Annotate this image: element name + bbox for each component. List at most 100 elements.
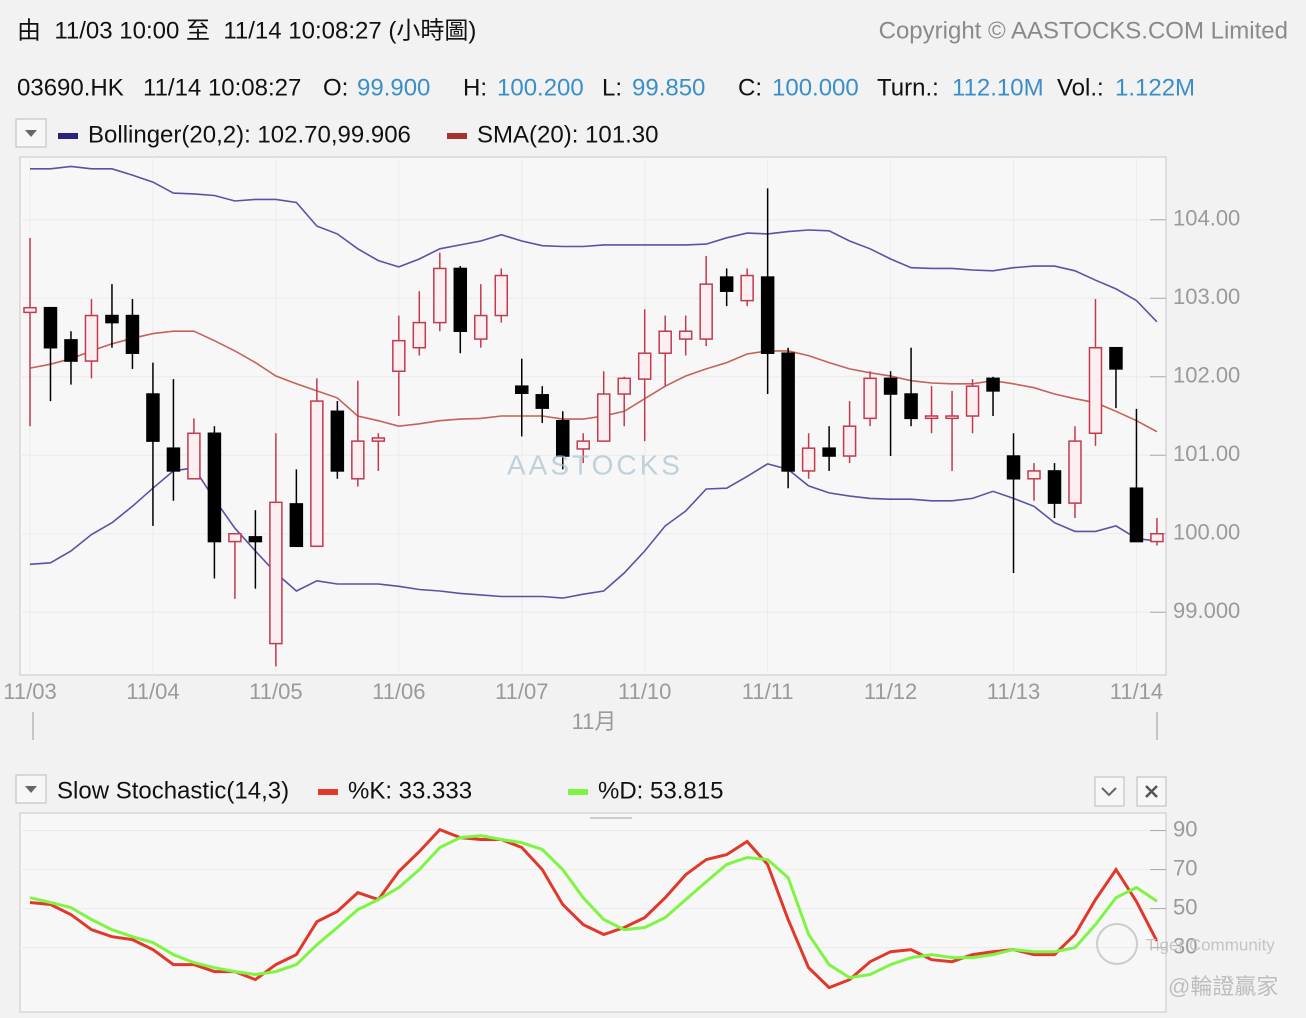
x-tick-label: 11/03 xyxy=(3,679,56,704)
x-tick-label: 11/10 xyxy=(618,679,671,704)
candle-body xyxy=(863,377,877,420)
chevron-icon xyxy=(1101,787,1117,797)
copyright: Copyright © AASTOCKS.COM Limited xyxy=(879,17,1288,44)
candle-body xyxy=(371,437,386,442)
legend-label: %K: 33.333 xyxy=(348,777,472,804)
quote-value: 99.900 xyxy=(357,74,430,101)
candle-body xyxy=(1129,487,1144,543)
x-tick-label: 11/12 xyxy=(864,679,917,704)
x-tick-label: 11/11 xyxy=(742,679,794,704)
legend-swatch xyxy=(447,133,467,139)
y-tick-label: 100.00 xyxy=(1173,520,1240,545)
x-tick-label: 11/06 xyxy=(372,679,425,704)
candle-body xyxy=(576,440,590,450)
legend-swatch xyxy=(318,789,338,795)
close-icon xyxy=(1145,785,1158,798)
candle-body xyxy=(392,339,406,373)
candle-body xyxy=(1109,346,1123,370)
y-tick-label: 90 xyxy=(1173,816,1197,841)
legend-swatch xyxy=(58,133,78,139)
menu-arrow xyxy=(25,130,37,137)
candle-body xyxy=(1047,470,1062,504)
candle-body xyxy=(433,267,447,324)
quote-label: Vol.: xyxy=(1057,74,1104,101)
candle-body xyxy=(64,339,78,362)
watermark: @輪證贏家 xyxy=(1168,974,1278,999)
candle-body xyxy=(986,377,1000,392)
plots: O: 99.900 H: 100.200 L: 99.850 C: 100.000 Turn.:… xyxy=(3,74,1240,990)
candle-body xyxy=(883,377,898,395)
quote-value: 112.10M xyxy=(952,74,1044,101)
quote-value: 100.200 xyxy=(497,74,584,101)
y-tick-label: 50 xyxy=(1173,894,1197,919)
candle-body xyxy=(269,501,283,645)
candle-body xyxy=(23,306,37,314)
candle-body xyxy=(965,385,980,417)
x-tick-label: 11/04 xyxy=(126,679,179,704)
month-label: 11月 xyxy=(572,709,617,734)
candle-body xyxy=(207,432,222,543)
legend-label: Bollinger(20,2): 102.70,99.906 xyxy=(88,121,411,148)
candle-body xyxy=(412,321,427,349)
candle-body xyxy=(330,410,345,472)
candle-body xyxy=(740,274,754,302)
candle-body xyxy=(1006,455,1021,480)
candle-body xyxy=(515,385,529,394)
quote-value: 1.122M xyxy=(1115,74,1195,101)
candle-body xyxy=(924,415,939,420)
quote-label: L: xyxy=(602,74,622,101)
candle-body xyxy=(187,432,201,480)
candle-body xyxy=(43,306,58,349)
x-tick-label: 11/05 xyxy=(249,679,302,704)
candle-body xyxy=(228,532,242,543)
candle-body xyxy=(801,447,816,472)
collapse-button[interactable] xyxy=(1094,776,1125,807)
candle-body xyxy=(719,276,734,292)
stoch-plot-area xyxy=(19,812,1167,1013)
candle-body xyxy=(781,352,795,472)
quote-label: O: xyxy=(323,74,348,101)
price-plot-area xyxy=(19,156,1167,676)
candle-body xyxy=(494,274,509,317)
candle-body xyxy=(248,536,263,543)
watermark: AASTOCKS xyxy=(507,449,683,480)
y-tick-label: 101.00 xyxy=(1173,441,1240,466)
candle-body xyxy=(125,314,140,354)
legend-label: SMA(20): 101.30 xyxy=(477,121,658,148)
y-tick-label: 103.00 xyxy=(1173,284,1240,309)
candle-body xyxy=(904,393,918,420)
candle-body xyxy=(289,503,304,548)
candle-body xyxy=(596,393,611,442)
indicator-line xyxy=(29,834,1158,980)
candle-body xyxy=(105,314,119,324)
indicator-line xyxy=(29,827,1159,990)
quote-label: H: xyxy=(463,74,487,101)
candle-body xyxy=(351,440,365,480)
candle-body xyxy=(637,352,652,380)
sma-line xyxy=(29,330,1158,433)
candle-body xyxy=(617,377,631,395)
y-tick-label: 102.00 xyxy=(1173,363,1240,388)
candle-body xyxy=(945,415,959,420)
candle-body xyxy=(84,314,99,362)
legend-swatch xyxy=(568,789,588,795)
candle-body xyxy=(1088,346,1103,435)
quote-time: 11/14 10:08:27 xyxy=(143,74,301,101)
candle-body xyxy=(453,267,468,332)
candle-body xyxy=(658,330,672,354)
x-tick-label: 11/13 xyxy=(987,679,1040,704)
quote-value: 100.000 xyxy=(772,74,859,101)
quote-label: C: xyxy=(738,74,762,101)
x-tick-label: 11/07 xyxy=(495,679,548,704)
candle-body xyxy=(310,400,324,548)
candle-body xyxy=(166,447,181,472)
candle-body xyxy=(760,276,775,354)
y-tick-label: 104.00 xyxy=(1173,206,1240,231)
candle-body xyxy=(699,283,713,340)
watermark: Tiger Community xyxy=(1146,935,1275,954)
candle-body xyxy=(555,419,570,457)
date-range: 由 11/03 10:00 至 11/14 10:08:27 (小時圖) xyxy=(17,17,476,44)
quote-value: 99.850 xyxy=(632,74,705,101)
